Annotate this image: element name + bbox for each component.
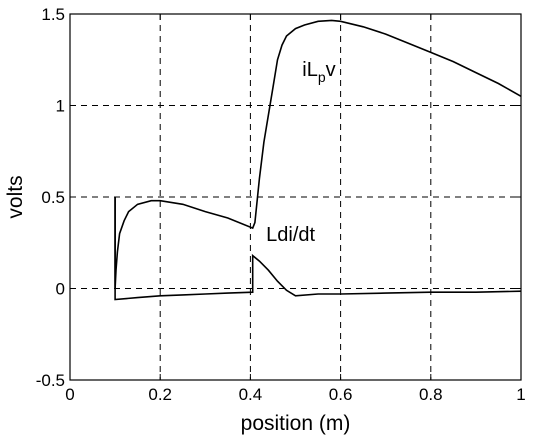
x-tick-label: 0.8 [419,385,443,404]
y-tick-label: 1.5 [41,5,65,24]
y-tick-label: 0.5 [41,188,65,207]
grid-lines [70,14,521,380]
x-tick-label: 0.4 [239,385,263,404]
x-tick-label: 1 [516,385,525,404]
y-tick-label: 0 [56,280,65,299]
series-group [114,19,522,301]
annotation-label: iLpv [302,59,335,85]
y-tick-labels: -0.5 0 0.5 1 1.5 [36,5,65,390]
x-tick-label: 0 [65,385,74,404]
x-tick-label: 0.2 [148,385,172,404]
y-tick-label: -0.5 [36,371,65,390]
series-line-2 [114,197,522,301]
annotation-label: Ldi/dt [266,224,315,246]
x-tick-labels: 0 0.2 0.4 0.6 0.8 1 [65,385,525,404]
y-tick-label: 1 [56,97,65,116]
annotations: iLpv Ldi/dt [266,59,335,246]
y-axis-label: volts [4,175,27,218]
series-line-1 [114,19,522,289]
x-axis-label: position (m) [241,412,351,435]
x-tick-label: 0.6 [329,385,353,404]
tick-marks [69,13,522,381]
